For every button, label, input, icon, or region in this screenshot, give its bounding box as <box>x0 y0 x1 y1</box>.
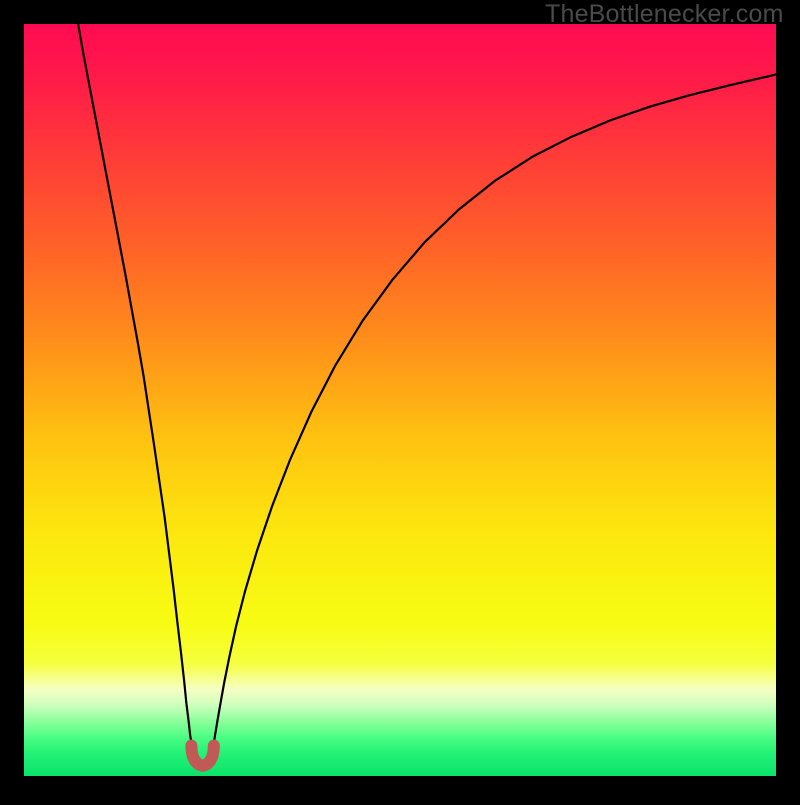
watermark-label: TheBottlenecker.com <box>545 0 784 29</box>
plot-svg <box>0 0 800 800</box>
gradient-background <box>24 24 776 776</box>
plot-area <box>0 0 800 805</box>
